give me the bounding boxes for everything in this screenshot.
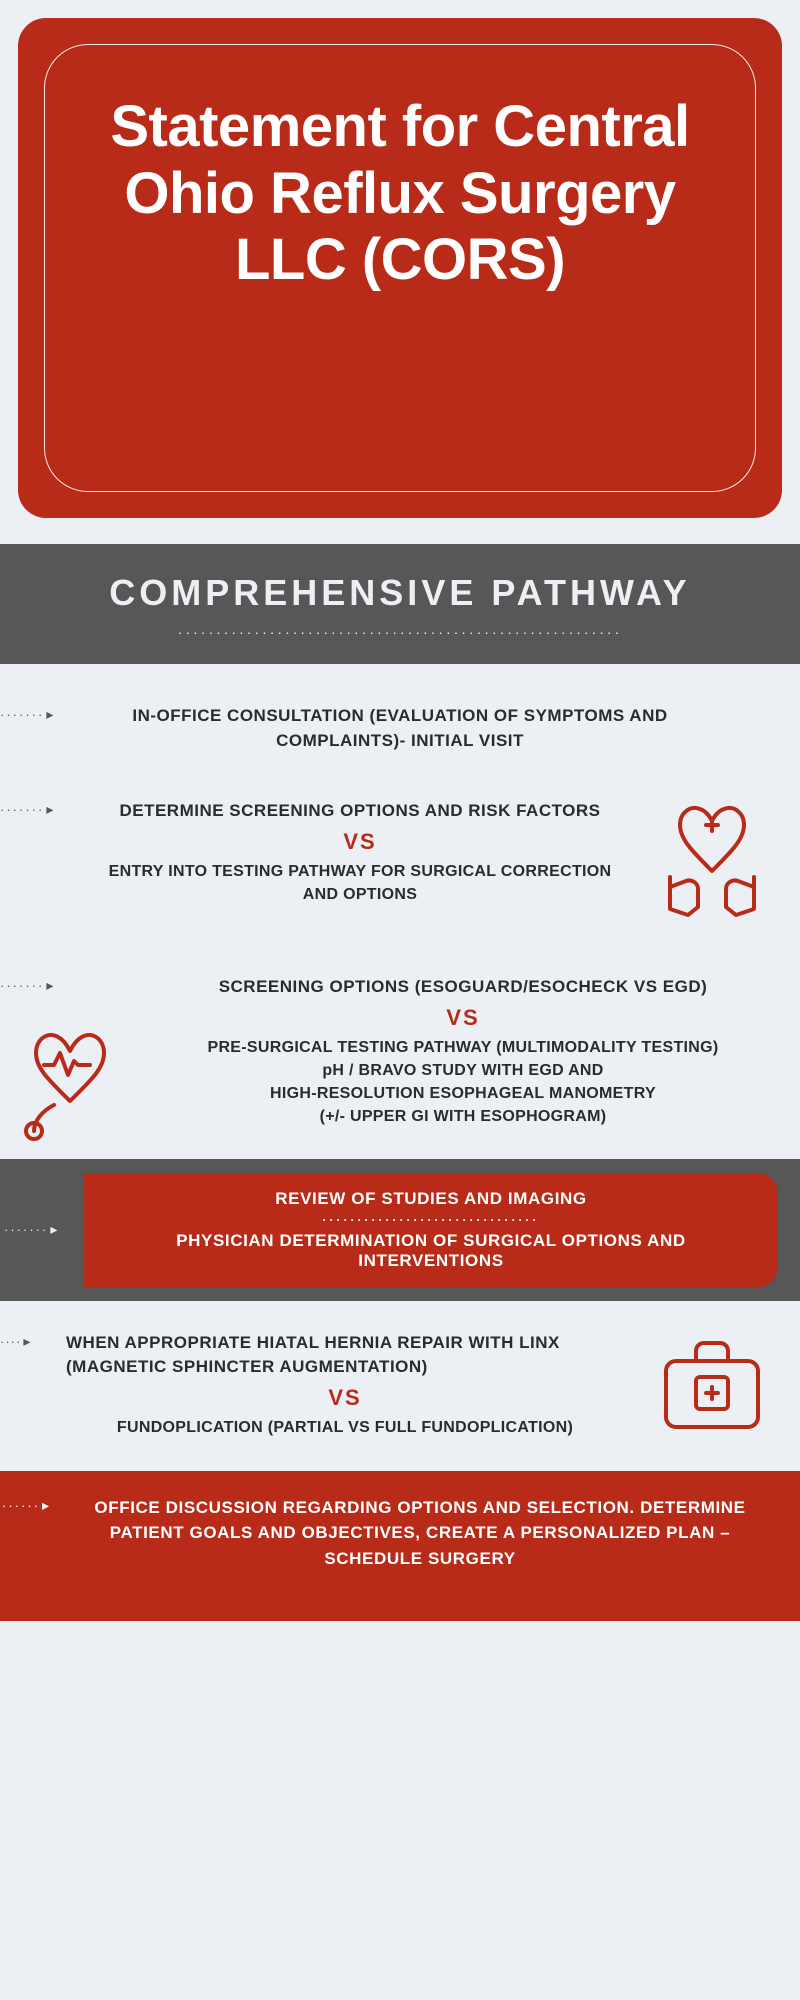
final-block: ······ OFFICE DISCUSSION REGARDING OPTIO… — [0, 1471, 800, 1622]
hero-title: Statement for Central Ohio Reflux Surger… — [44, 44, 756, 344]
medkit-icon — [652, 1331, 772, 1441]
steps-container: ······· IN-OFFICE CONSULTATION (EVALUATI… — [0, 664, 800, 1129]
step-b2: pH / BRAVO STUDY WITH EGD AND — [164, 1059, 762, 1082]
step-top: WHEN APPROPRIATE HIATAL HERNIA REPAIR WI… — [66, 1331, 624, 1380]
step-screening-vs-testing: ······· DETERMINE SCREENING OPTIONS AND … — [0, 799, 772, 929]
review-card: REVIEW OF STUDIES AND IMAGING ··········… — [84, 1173, 778, 1287]
step-b1: PRE-SURGICAL TESTING PATHWAY (MULTIMODAL… — [164, 1036, 762, 1059]
step-b4: (+/- UPPER GI WITH ESOPHOGRAM) — [164, 1105, 762, 1128]
review-block: ······· REVIEW OF STUDIES AND IMAGING ··… — [0, 1159, 800, 1301]
review-dots: ······························· — [108, 1213, 754, 1227]
arrow-icon: ···· — [0, 1331, 50, 1441]
steps-container-2: ···· WHEN APPROPRIATE HIATAL HERNIA REPA… — [0, 1301, 800, 1441]
vs-label: VS — [96, 826, 624, 858]
arrow-icon: ······· — [0, 799, 68, 929]
step-bottom: ENTRY INTO TESTING PATHWAY FOR SURGICAL … — [96, 860, 624, 906]
step-bottom: FUNDOPLICATION (PARTIAL VS FULL FUNDOPLI… — [66, 1416, 624, 1439]
arrow-icon: ······· — [0, 704, 68, 753]
arrow-icon: ······ — [0, 1495, 56, 1572]
review-line2: PHYSICIAN DETERMINATION OF SURGICAL OPTI… — [108, 1231, 754, 1271]
pathway-banner: COMPREHENSIVE PATHWAY ··················… — [0, 544, 800, 664]
review-line1: REVIEW OF STUDIES AND IMAGING — [108, 1189, 754, 1209]
heart-pulse-icon — [14, 1025, 124, 1145]
vs-label: VS — [66, 1382, 624, 1414]
spacer — [732, 704, 772, 753]
step-text: IN-OFFICE CONSULTATION (EVALUATION OF SY… — [96, 704, 704, 753]
banner-dots: ········································… — [0, 624, 800, 640]
arrow-icon: ······· — [0, 1221, 70, 1238]
step-surgical-options: ···· WHEN APPROPRIATE HIATAL HERNIA REPA… — [0, 1331, 772, 1441]
step-consultation: ······· IN-OFFICE CONSULTATION (EVALUATI… — [0, 704, 772, 753]
step-body: WHEN APPROPRIATE HIATAL HERNIA REPAIR WI… — [66, 1331, 636, 1441]
step-body: DETERMINE SCREENING OPTIONS AND RISK FAC… — [84, 799, 636, 929]
final-text: OFFICE DISCUSSION REGARDING OPTIONS AND … — [70, 1495, 770, 1572]
step-screening-vs-presurgical: ······· SCREENING OPTIONS (ESOGUARD/ESOC… — [0, 975, 772, 1128]
hero-card: Statement for Central Ohio Reflux Surger… — [18, 18, 782, 518]
banner-title: COMPREHENSIVE PATHWAY — [0, 572, 800, 614]
page-root: Statement for Central Ohio Reflux Surger… — [0, 18, 800, 1621]
step-body: SCREENING OPTIONS (ESOGUARD/ESOCHECK VS … — [84, 975, 772, 1128]
step-top: SCREENING OPTIONS (ESOGUARD/ESOCHECK VS … — [164, 975, 762, 1000]
step-top: DETERMINE SCREENING OPTIONS AND RISK FAC… — [96, 799, 624, 824]
vs-label: VS — [164, 1002, 762, 1034]
step-b3: HIGH-RESOLUTION ESOPHAGEAL MANOMETRY — [164, 1082, 762, 1105]
hands-heart-icon — [652, 799, 772, 929]
step-body: IN-OFFICE CONSULTATION (EVALUATION OF SY… — [84, 704, 716, 753]
